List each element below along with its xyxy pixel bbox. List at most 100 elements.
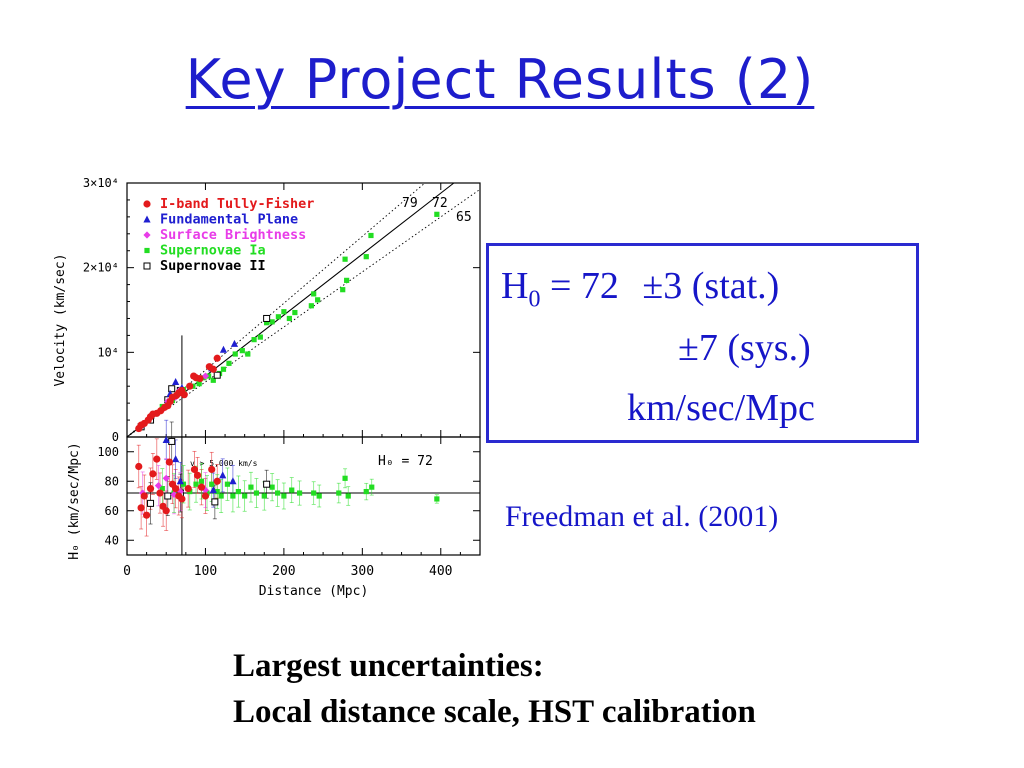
residual-point-i-band-tully-fisher bbox=[146, 485, 155, 493]
point-fundamental-plane bbox=[172, 377, 180, 385]
residual-point-i-band-tully-fisher bbox=[201, 492, 210, 500]
residual-point-i-band-tully-fisher bbox=[137, 504, 145, 512]
residual-point-i-band-tully-fisher bbox=[213, 477, 221, 485]
residual-point-i-band-tully-fisher bbox=[178, 495, 186, 503]
point-supernovae-ia bbox=[245, 351, 251, 357]
line-label-72: 72 bbox=[432, 196, 448, 211]
residual-point-supernovae-ia bbox=[289, 487, 295, 493]
residual-point-i-band-tully-fisher bbox=[197, 483, 206, 491]
legend-marker-supernovae-ii bbox=[143, 262, 151, 270]
residual-point-supernovae-ia bbox=[224, 481, 231, 487]
point-supernovae-ia bbox=[275, 314, 281, 320]
h0-units: km/sec/Mpc bbox=[627, 387, 815, 429]
note-heading: Largest uncertainties: bbox=[233, 648, 544, 684]
residual-point-supernovae-ia bbox=[261, 493, 267, 499]
point-supernovae-ia bbox=[264, 320, 270, 326]
point-supernovae-ia bbox=[311, 291, 317, 297]
top-y-tick-label-1: 10⁴ bbox=[97, 345, 119, 359]
top-y-tick-label-0: 0 bbox=[112, 430, 119, 444]
residual-point-surface-brightness bbox=[162, 474, 170, 482]
residual-point-supernovae-ia bbox=[369, 484, 375, 490]
residual-point-i-band-tully-fisher bbox=[162, 507, 170, 515]
x-tick-label-1: 100 bbox=[194, 564, 217, 579]
top-y-tick-label-3: 3×10⁴ bbox=[83, 176, 119, 190]
point-supernovae-ia bbox=[251, 337, 257, 343]
bottom-y-tick-label-2: 80 bbox=[105, 474, 119, 488]
residual-point-fundamental-plane bbox=[172, 455, 180, 463]
residual-point-i-band-tully-fisher bbox=[208, 465, 216, 474]
residual-point-supernovae-ia bbox=[311, 490, 317, 496]
residual-point-i-band-tully-fisher bbox=[135, 462, 143, 471]
residual-point-supernovae-ii bbox=[263, 480, 271, 488]
bottom-y-tick-label-3: 100 bbox=[97, 445, 119, 459]
legend-marker-fundamental-plane bbox=[143, 215, 151, 223]
residual-point-supernovae-ia bbox=[209, 481, 215, 487]
residual-point-supernovae-ia bbox=[345, 493, 351, 499]
x-axis-title: Distance (Mpc) bbox=[259, 584, 369, 599]
residual-point-supernovae-ia bbox=[363, 488, 369, 495]
point-supernovae-ia bbox=[368, 232, 374, 239]
residual-point-supernovae-ia bbox=[316, 493, 322, 499]
slide-title: Key Project Results (2) bbox=[185, 48, 815, 111]
point-supernovae-ii bbox=[263, 314, 271, 322]
residual-point-supernovae-ia bbox=[296, 490, 303, 496]
residual-point-supernovae-ia bbox=[253, 490, 260, 496]
residual-point-fundamental-plane bbox=[219, 471, 227, 479]
point-supernovae-ia bbox=[196, 381, 202, 387]
legend-marker-supernovae-ia bbox=[144, 247, 150, 254]
point-fundamental-plane bbox=[219, 345, 228, 353]
residual-point-supernovae-ia bbox=[248, 484, 254, 490]
point-i-band-tully-fisher bbox=[196, 374, 204, 383]
bottom-y-axis-title: H₀ (km/sec/Mpc) bbox=[67, 442, 82, 559]
point-supernovae-ia bbox=[342, 256, 348, 262]
residual-point-supernovae-ia bbox=[269, 484, 275, 490]
point-supernovae-ia bbox=[232, 351, 238, 357]
point-supernovae-ia bbox=[434, 211, 440, 217]
point-i-band-tully-fisher bbox=[180, 391, 188, 399]
residual-point-i-band-tully-fisher bbox=[172, 485, 180, 493]
plus-minus-stat: ± bbox=[642, 265, 664, 307]
residual-point-supernovae-ia bbox=[230, 493, 236, 499]
point-supernovae-ia bbox=[315, 297, 321, 303]
residual-point-supernovae-ii bbox=[211, 498, 219, 506]
h0-annotation: H₀ = 72 bbox=[378, 454, 433, 469]
top-y-axis-title: Velocity (km/sec) bbox=[53, 253, 68, 386]
velocity-distance-panel: 0 10⁴ 2×10⁴ 3×10⁴ 79 72 65 bbox=[83, 176, 481, 444]
stat-error: 3 (stat.) bbox=[663, 265, 780, 307]
residual-point-i-band-tully-fisher bbox=[165, 458, 173, 466]
point-surface-brightness bbox=[201, 372, 210, 380]
residual-point-fundamental-plane bbox=[162, 435, 170, 443]
residual-point-supernovae-ii bbox=[164, 492, 172, 500]
residual-point-surface-brightness bbox=[201, 486, 210, 494]
residual-point-supernovae-ia bbox=[159, 486, 165, 492]
point-fundamental-plane bbox=[230, 339, 239, 347]
h-symbol: H bbox=[501, 265, 529, 307]
point-supernovae-ia bbox=[269, 319, 275, 325]
line-label-65: 65 bbox=[456, 210, 472, 225]
residual-point-i-band-tully-fisher bbox=[140, 492, 148, 500]
x-tick-label-0: 0 bbox=[123, 564, 131, 579]
h0-result-box: H0 = 72 ±3 (stat.) ±7 (sys.) km/sec/Mpc bbox=[486, 243, 919, 443]
point-supernovae-ia bbox=[363, 254, 369, 260]
residual-point-i-band-tully-fisher bbox=[153, 455, 161, 463]
point-supernovae-ia bbox=[210, 377, 216, 383]
note-body: Local distance scale, HST calibration bbox=[233, 694, 756, 730]
uncertainties-note: Largest uncertainties: Local distance sc… bbox=[233, 643, 756, 735]
point-i-band-tully-fisher bbox=[186, 382, 194, 390]
velocity-cut-label: v > 5,000 km/s bbox=[190, 459, 258, 468]
point-supernovae-ia bbox=[220, 366, 227, 372]
line-label-79: 79 bbox=[402, 196, 418, 211]
bottom-y-tick-label-0: 40 bbox=[105, 533, 119, 547]
h-subscript: 0 bbox=[528, 286, 541, 313]
point-supernovae-ia bbox=[308, 303, 314, 309]
residual-point-i-band-tully-fisher bbox=[190, 465, 199, 474]
residual-point-supernovae-ia bbox=[281, 493, 287, 499]
residual-point-i-band-tully-fisher bbox=[143, 511, 151, 519]
residual-point-supernovae-ia bbox=[336, 490, 342, 496]
residual-point-fundamental-plane bbox=[229, 477, 237, 485]
residual-point-supernovae-ia bbox=[242, 493, 248, 499]
residual-point-supernovae-ia bbox=[275, 490, 281, 496]
residual-point-supernovae-ia bbox=[342, 475, 348, 481]
